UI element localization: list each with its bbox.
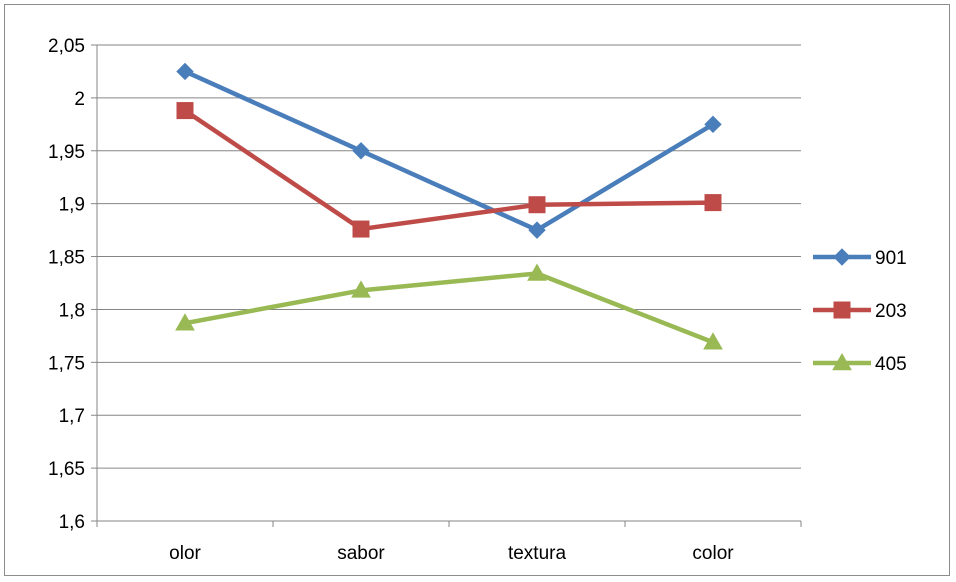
series-405 bbox=[175, 263, 723, 350]
data-point-901-sabor bbox=[352, 142, 370, 160]
legend-marker-405 bbox=[832, 352, 852, 371]
series-line-203 bbox=[182, 108, 716, 232]
series-203 bbox=[176, 102, 722, 238]
y-axis-tick-labels: 1,6 1,65 1,7 1,75 1,8 1,85 1,9 1,95 2 2,05 bbox=[48, 36, 85, 533]
series-line-405 bbox=[182, 271, 716, 345]
y-tick-label: 1,75 bbox=[48, 353, 85, 374]
data-point-203-textura bbox=[528, 196, 546, 214]
x-tick-label: olor bbox=[169, 543, 201, 564]
series-901 bbox=[176, 62, 722, 239]
y-tick-label: 2 bbox=[74, 89, 85, 110]
series-line-901 bbox=[182, 69, 716, 233]
chart-frame: 1,6 1,65 1,7 1,75 1,8 1,85 1,9 1,95 2 2,05 olor sa… bbox=[4, 4, 950, 576]
y-tick-label: 1,9 bbox=[59, 195, 85, 216]
data-point-901-olor bbox=[176, 62, 194, 81]
legend-label: 901 bbox=[875, 248, 907, 269]
data-point-203-olor bbox=[176, 102, 194, 120]
y-tick-label: 1,65 bbox=[48, 459, 85, 480]
legend-item: 901 bbox=[813, 248, 907, 269]
legend-label: 405 bbox=[875, 354, 907, 375]
y-tick-label: 1,7 bbox=[59, 406, 85, 427]
data-point-901-color bbox=[704, 115, 722, 134]
legend-item: 203 bbox=[813, 301, 907, 322]
line-chart: 1,6 1,65 1,7 1,75 1,8 1,85 1,9 1,95 2 2,05 olor sa… bbox=[48, 36, 907, 564]
legend-label: 203 bbox=[875, 301, 907, 322]
x-axis-tick-labels: olor sabor textura color bbox=[169, 543, 734, 564]
x-tick-label: textura bbox=[508, 543, 567, 564]
series-lines bbox=[175, 62, 723, 350]
data-point-203-sabor bbox=[352, 220, 370, 238]
axes bbox=[96, 45, 802, 527]
data-point-203-color bbox=[704, 194, 722, 212]
legend-item: 405 bbox=[813, 352, 907, 375]
x-tick-label: sabor bbox=[337, 543, 385, 564]
y-tick-label: 1,8 bbox=[59, 300, 85, 321]
y-tick-label: 1,85 bbox=[48, 248, 85, 269]
y-tick-label: 2,05 bbox=[48, 36, 85, 57]
legend: 901 203 405 bbox=[813, 248, 907, 375]
data-point-405-sabor bbox=[351, 280, 371, 298]
legend-marker-203 bbox=[833, 301, 851, 319]
data-point-405-olor bbox=[175, 313, 195, 331]
data-point-901-textura bbox=[528, 221, 546, 239]
y-tick-label: 1,6 bbox=[59, 512, 85, 533]
data-point-405-color bbox=[703, 332, 723, 350]
data-point-405-textura bbox=[527, 263, 547, 281]
y-tick-label: 1,95 bbox=[48, 142, 85, 163]
x-tick-label: color bbox=[692, 543, 734, 564]
legend-marker-901 bbox=[833, 248, 851, 266]
